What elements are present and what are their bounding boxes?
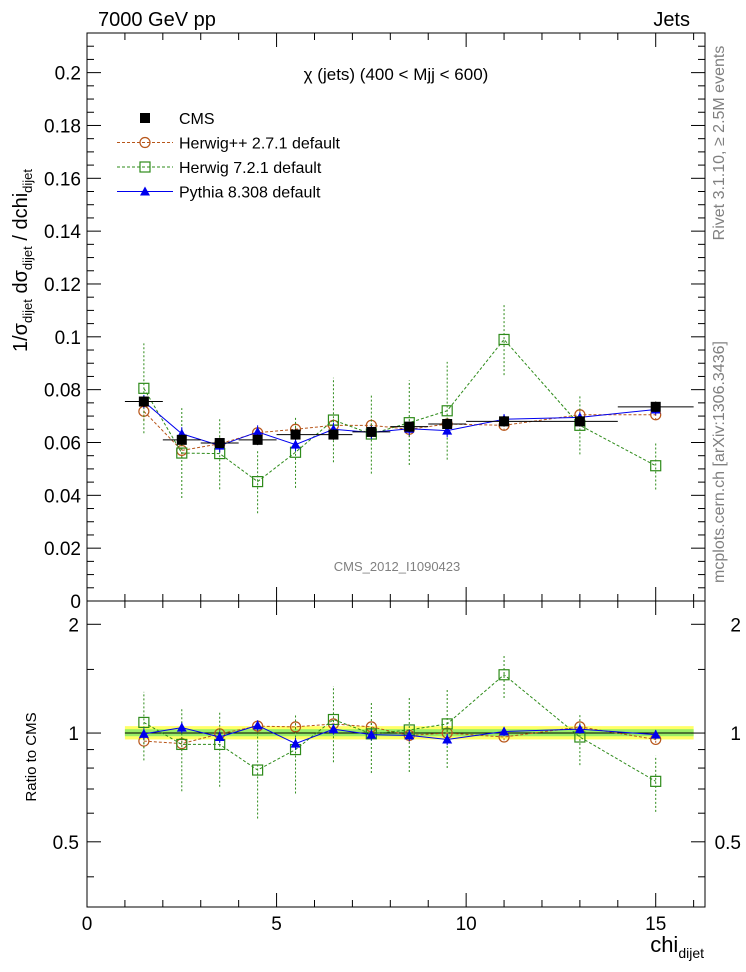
ratio-data-point	[290, 738, 301, 748]
data-point	[176, 447, 188, 459]
x-axis: 0 5 10 15	[82, 33, 695, 935]
ratio-y-tick-label: 0.5	[53, 833, 79, 854]
legend-label: CMS	[179, 111, 215, 128]
legend: CMS Herwig++ 2.7.1 default Herwig 7.2.1 de…	[117, 111, 341, 202]
legend-marker	[139, 161, 151, 173]
y-tick-label: 0.1	[55, 328, 81, 349]
ratio-data-point	[214, 732, 225, 742]
x-tick-label: 10	[456, 914, 477, 935]
legend-marker	[140, 113, 150, 123]
ratio-y-axis: 0.5 0.5 1 1 2 2	[53, 615, 741, 878]
header-left-title: 7000 GeV pp	[98, 9, 216, 31]
watermark-label: CMS_2012_I1090423	[334, 559, 461, 574]
ratio-y-tick-label-right: 0.5	[715, 833, 741, 854]
ratio-data-point	[404, 730, 415, 740]
main-y-axis: 0 0.02 0.04 0.06 0.08 0.1 0.12 0.14 0.16 0.18 0.2	[44, 45, 705, 613]
legend-label: Pythia 8.308 default	[179, 185, 321, 202]
data-point	[138, 396, 149, 407]
series-line	[143, 338, 656, 483]
data-point	[574, 416, 585, 427]
y-tick-label: 0.12	[44, 275, 81, 296]
x-tick-label: 15	[645, 914, 666, 935]
data-point	[252, 426, 263, 436]
ratio-data-point	[176, 738, 188, 751]
series-square	[138, 303, 662, 514]
ratio-y-tick-label: 2	[68, 615, 79, 636]
series-data	[124, 396, 694, 449]
ratio-y-axis-label: Ratio to CMS	[23, 712, 40, 801]
ratio-data-point	[138, 728, 149, 738]
data-point	[176, 434, 187, 445]
ratio-y-tick-label-right: 1	[730, 724, 741, 745]
ratio-data-point	[442, 734, 453, 744]
data-point	[650, 401, 661, 412]
ratio-data-point	[176, 722, 187, 732]
data-point	[650, 460, 662, 472]
ratio-series-marks	[138, 654, 662, 819]
y-tick-label: 0.18	[44, 116, 81, 137]
main-plot-title: χ (jets) (400 < Mjj < 600)	[304, 65, 489, 84]
mcplots-label: mcplots.cern.ch [arXiv:1306.3436]	[711, 341, 728, 583]
rivet-label: Rivet 3.1.10, ≥ 2.5M events	[711, 46, 728, 241]
data-point	[442, 418, 453, 429]
ratio-data-point	[650, 729, 661, 739]
legend-marker	[140, 186, 150, 196]
y-tick-label: 0.2	[55, 64, 81, 85]
y-tick-label: 0.16	[44, 169, 81, 190]
ratio-data-point	[252, 720, 263, 730]
x-tick-label: 5	[271, 914, 282, 935]
data-point	[252, 434, 263, 445]
y-tick-label: 0.06	[44, 433, 81, 454]
ratio-series-line	[143, 724, 656, 745]
ratio-series-line	[143, 674, 656, 782]
ratio-panel: 0.5 0.5 1 1 2 2 0 5 10 15	[53, 33, 741, 935]
ratio-y-tick-label: 1	[68, 724, 79, 745]
data-point	[366, 426, 377, 437]
ratio-data-point	[650, 775, 662, 787]
data-point	[328, 429, 339, 440]
ratio-data-point	[498, 669, 510, 681]
y-tick-label: 0.08	[44, 381, 81, 402]
legend-label: Herwig++ 2.7.1 default	[179, 136, 341, 153]
main-y-axis-label: 1/σdijet dσdijet / dchidijet	[10, 169, 35, 352]
data-point	[290, 429, 301, 440]
data-point	[499, 416, 510, 427]
data-point	[252, 475, 264, 488]
data-point	[442, 425, 453, 435]
legend-marker	[139, 136, 151, 149]
ratio-data-point	[441, 718, 453, 730]
ratio-data-point	[328, 724, 339, 734]
series-line	[143, 401, 656, 447]
ratio-series-triangle	[138, 720, 661, 750]
data-point	[214, 438, 225, 449]
header-right-title: Jets	[653, 9, 690, 31]
legend-label: Herwig 7.2.1 default	[179, 160, 322, 177]
ratio-data-point	[327, 713, 340, 726]
data-point	[441, 405, 453, 417]
ratio-plot-frame	[86, 600, 706, 908]
ratio-data-point	[574, 724, 585, 734]
x-axis-label: chidijet	[650, 932, 704, 961]
ratio-y-tick-label-right: 2	[730, 615, 741, 636]
ratio-data-point	[366, 729, 377, 739]
y-tick-label: 0.14	[44, 222, 81, 243]
y-tick-label: 0	[70, 592, 81, 613]
data-point	[498, 333, 510, 346]
ratio-data-point	[499, 726, 510, 736]
data-point	[404, 421, 415, 432]
main-series-marks	[124, 303, 694, 514]
ratio-data-point	[138, 716, 150, 729]
y-tick-label: 0.02	[44, 539, 81, 560]
series-line	[143, 410, 656, 451]
y-tick-label: 0.04	[44, 486, 81, 507]
data-point	[138, 382, 150, 394]
ratio-data-point	[252, 764, 264, 776]
x-tick-label: 0	[82, 914, 93, 935]
main-panel: χ (jets) (400 < Mjj < 600) CMS_2012_I109…	[44, 32, 706, 613]
data-point	[290, 439, 301, 449]
